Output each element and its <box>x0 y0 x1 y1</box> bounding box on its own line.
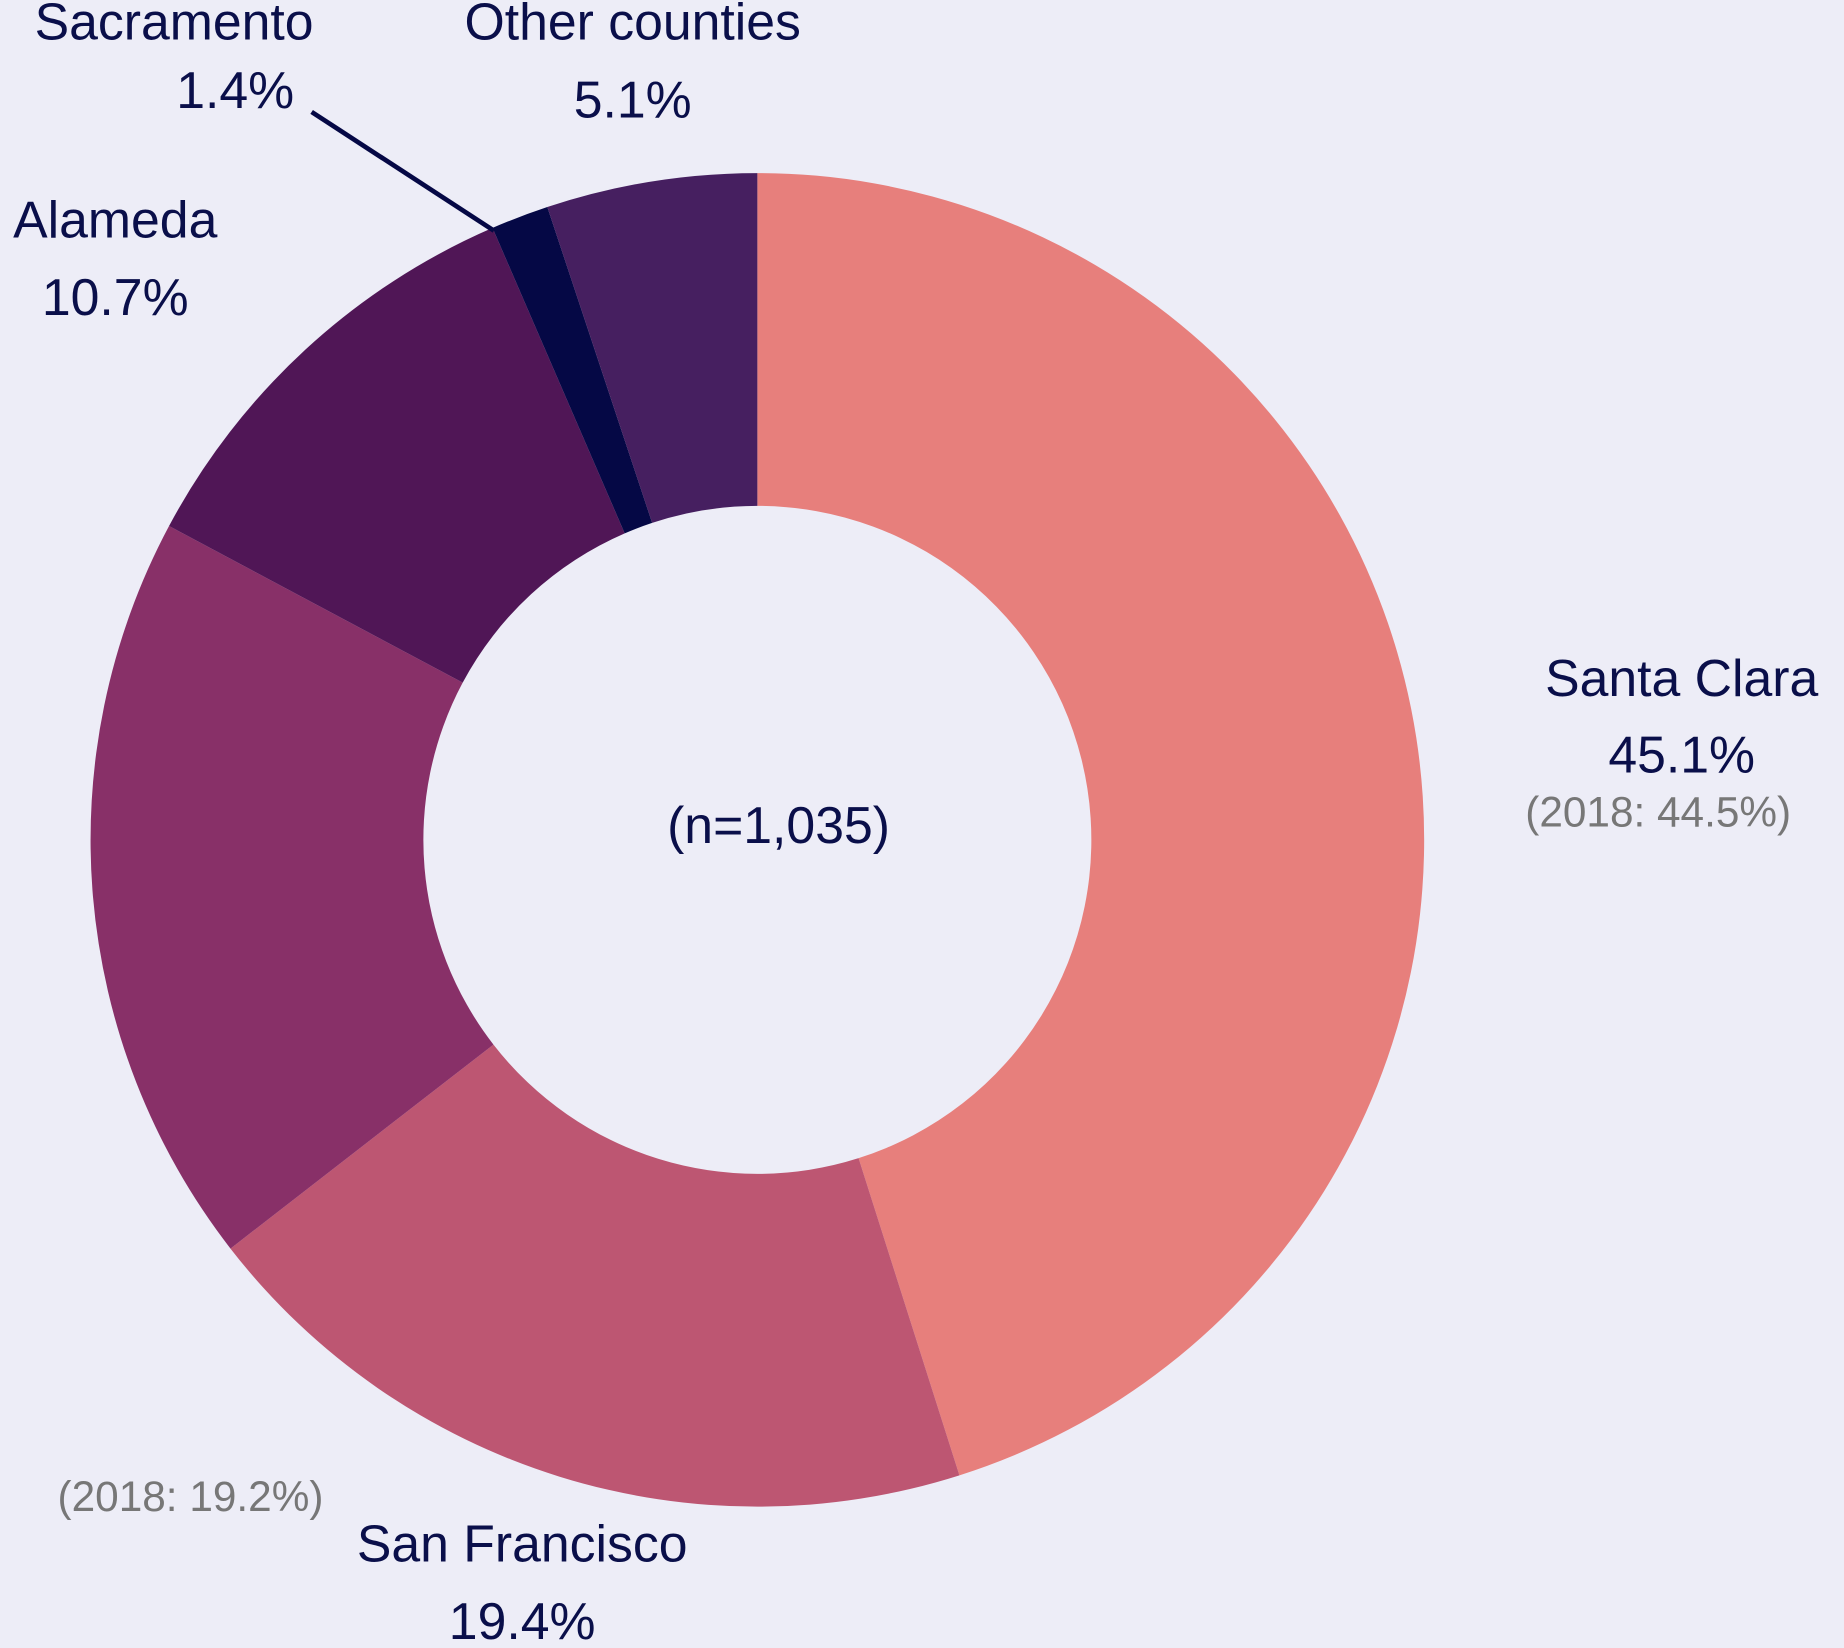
slice-label: Santa Clara <box>1545 649 1818 707</box>
slice <box>90 526 494 1249</box>
slice-label: Sacramento <box>35 0 314 51</box>
annotation: (2018: 19.2%) <box>58 1473 324 1520</box>
center-label: (n=1,035) <box>667 796 890 854</box>
slice-label: San Francisco <box>357 1515 688 1573</box>
slice-label: Other counties <box>464 0 800 51</box>
value-label: 10.7% <box>42 268 189 326</box>
annotation: (2018: 44.5%) <box>1525 788 1791 835</box>
slice <box>547 173 758 523</box>
value-label: 19.4% <box>449 1592 596 1648</box>
value-label: 45.1% <box>1608 725 1755 783</box>
leader-line <box>310 109 496 233</box>
slice <box>230 1044 960 1507</box>
slice <box>492 207 653 534</box>
slice <box>169 227 625 683</box>
value-label: 5.1% <box>574 70 692 128</box>
value-label: 1.4% <box>176 61 294 119</box>
slice-label: Alameda <box>13 190 217 248</box>
slice <box>757 173 1425 1476</box>
